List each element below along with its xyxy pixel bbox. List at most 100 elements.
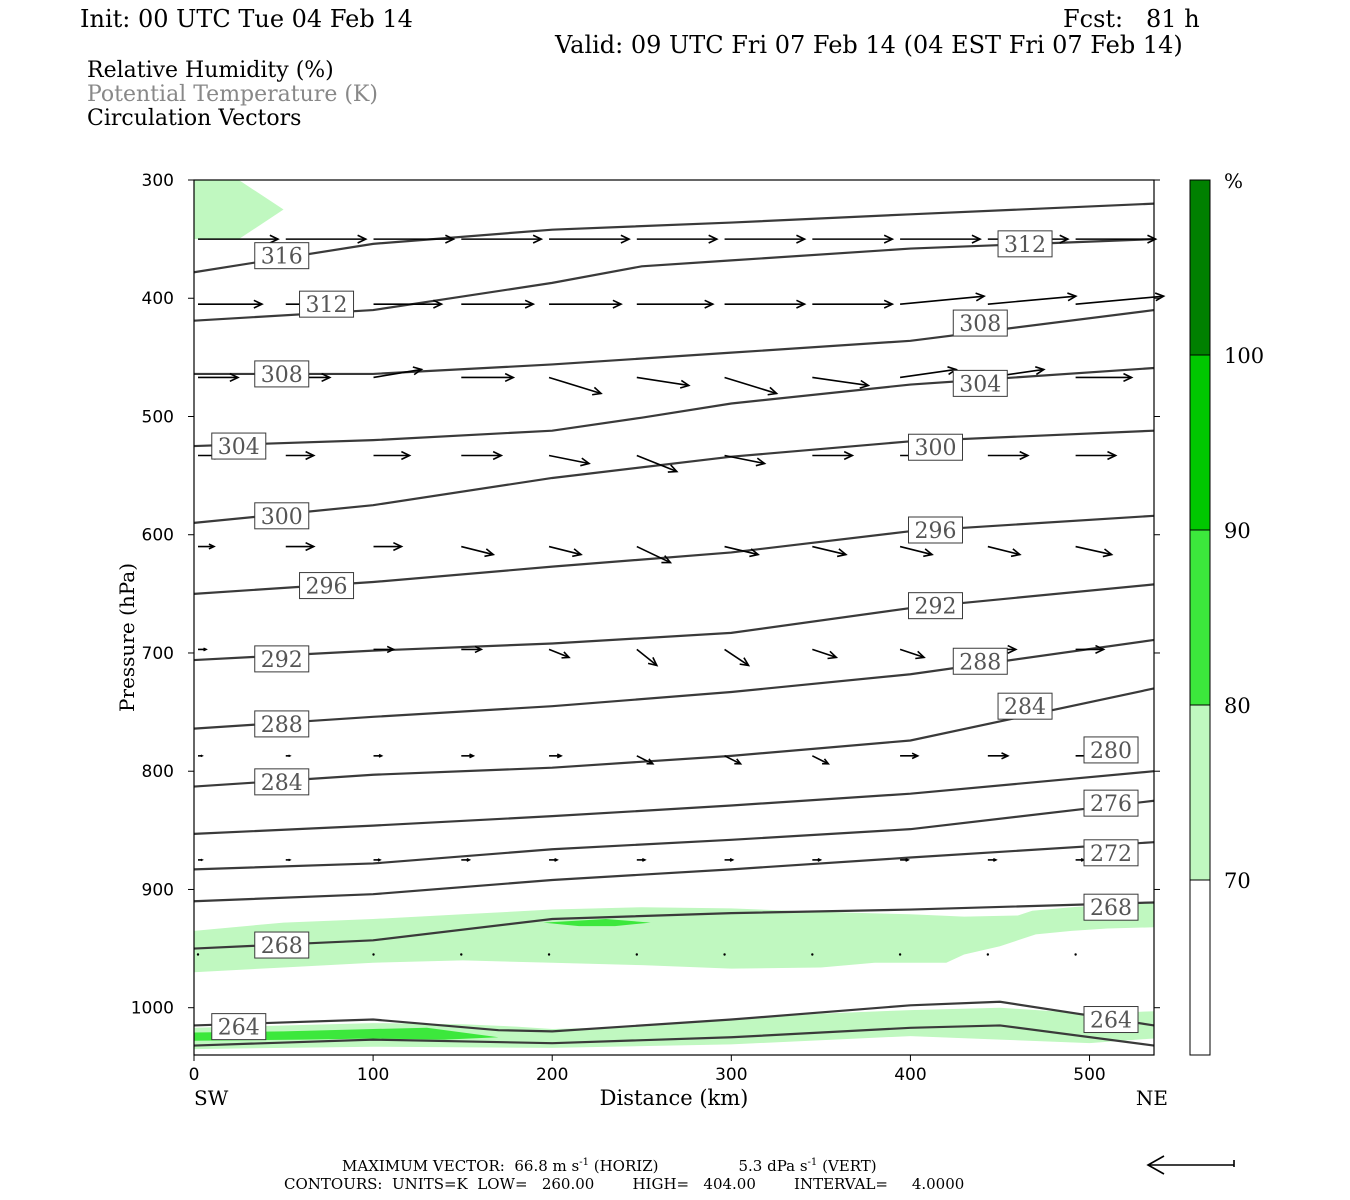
- vector-arrow-head: [305, 450, 316, 461]
- vector-arrow-head: [1107, 450, 1118, 461]
- vector-arrow-head: [767, 386, 779, 396]
- theta-label-box: [952, 369, 1008, 397]
- vector-arrow-head: [822, 758, 831, 765]
- vector-dot: [196, 953, 200, 956]
- theta-label-box: [1083, 893, 1139, 921]
- vector-arrow-head: [704, 299, 715, 309]
- vector-arrow-head: [1102, 548, 1114, 558]
- theta-label-box: [254, 242, 310, 270]
- forecast-hour: Fcst: 81 h: [1063, 5, 1200, 33]
- theta-label-268: 268: [1090, 896, 1132, 921]
- max-vector-horiz-text: MAXIMUM VECTOR: 66.8 m s: [342, 1157, 580, 1175]
- vector-arrow-head: [561, 651, 571, 659]
- theta-label-288: 288: [959, 650, 1001, 675]
- colorbar-segment-4: [1190, 880, 1210, 1055]
- y-tick-label: 900: [142, 880, 174, 900]
- rh-region-2: [543, 919, 651, 927]
- vector-arrow-head: [647, 657, 659, 667]
- vector-arrow-head: [641, 857, 647, 862]
- vector-arrow: [548, 454, 590, 465]
- theta-label-box: [997, 692, 1053, 720]
- vector-arrow-head: [377, 858, 382, 862]
- vector-dot: [986, 953, 990, 956]
- vector-arrow: [812, 545, 847, 556]
- theta-label-296: 296: [914, 519, 956, 544]
- vector-arrow-head: [1067, 292, 1078, 302]
- vector-arrow-head: [992, 857, 998, 862]
- vector-arrow-head: [208, 543, 216, 550]
- exp-1: -1: [579, 1157, 589, 1168]
- vector-arrow-head: [305, 541, 316, 552]
- colorbar-segment-1: [1190, 355, 1210, 530]
- vector-arrow-head: [905, 857, 910, 862]
- theta-label-312: 312: [1004, 233, 1046, 258]
- vector-arrow-head: [796, 299, 807, 309]
- vector-arrow-head: [288, 858, 292, 862]
- theta-label-280: 280: [1090, 739, 1132, 764]
- horiz-label: (HORIZ): [588, 1157, 659, 1175]
- vector-arrow-head: [1147, 234, 1158, 244]
- vector-arrow-head: [679, 379, 691, 389]
- theta-label-box: [254, 768, 310, 796]
- theta-label-312: 312: [306, 293, 348, 318]
- y-tick-label: 1000: [131, 999, 174, 1019]
- max-vector-note: MAXIMUM VECTOR: 66.8 m s-1 (HORIZ) 5.3 dP…: [342, 1158, 877, 1174]
- vector-arrow: [724, 545, 759, 556]
- vector-arrow: [1075, 545, 1112, 556]
- y-axis-label: Pressure (hPa): [115, 563, 139, 712]
- vector-arrow: [636, 648, 658, 667]
- vector-arrow-head: [269, 234, 280, 244]
- vector-arrow-head: [445, 234, 456, 244]
- theta-label-268: 268: [261, 934, 303, 959]
- theta-label-box: [952, 309, 1008, 337]
- vector-arrow-head: [401, 450, 412, 461]
- vector-arrow-head: [749, 548, 760, 558]
- vector-arrow: [811, 755, 829, 765]
- vector-arrow-head: [755, 457, 767, 467]
- vector-arrow: [724, 376, 777, 395]
- theta-label-box: [907, 433, 963, 461]
- colorbar-segment-0: [1190, 180, 1210, 355]
- vector-arrow-head: [1154, 292, 1166, 302]
- vector-arrow: [812, 376, 869, 387]
- theta-labels: 3163123123083083043043003002962962922922…: [211, 230, 1139, 1041]
- vector-arrow-head: [1059, 234, 1070, 244]
- theta-label-box: [211, 432, 267, 460]
- vert-label: (VERT): [817, 1157, 877, 1175]
- theta-label-box: [1083, 839, 1139, 867]
- theta-label-308: 308: [261, 363, 303, 388]
- rh-shading: [194, 180, 1154, 1050]
- vector-arrow: [636, 454, 678, 473]
- vector-arrow-head: [1123, 372, 1134, 383]
- theta-contour-300: [193, 429, 1155, 525]
- theta-label-box: [211, 1013, 267, 1041]
- field-theta: Potential Temperature (K): [87, 82, 378, 107]
- colorbar-label-90: 90: [1224, 519, 1251, 543]
- theta-label-box: [299, 572, 355, 600]
- vector-arrow-head: [556, 753, 563, 759]
- theta-label-box: [907, 592, 963, 620]
- rh-region-3: [194, 1007, 1154, 1050]
- theta-label-292: 292: [914, 595, 956, 620]
- vector-arrow: [899, 648, 925, 659]
- theta-label-300: 300: [914, 436, 956, 461]
- vector-arrow-head: [729, 857, 735, 862]
- reference-vector: [1146, 1155, 1235, 1175]
- vector-arrow-head: [229, 372, 240, 383]
- vector-arrow-head: [1001, 752, 1010, 760]
- theta-label-box: [254, 645, 310, 673]
- vector-arrow: [548, 376, 602, 395]
- vector-arrow-head: [572, 548, 583, 558]
- theta-label-308: 308: [959, 312, 1001, 337]
- vector-arrow-head: [203, 647, 208, 652]
- vector-arrow-head: [911, 752, 920, 760]
- colorbar-segment-3: [1190, 705, 1210, 880]
- rh-region-0: [194, 180, 284, 240]
- x-tick-label: 100: [357, 1065, 389, 1085]
- vector-arrow-head: [1010, 548, 1022, 558]
- contours-note: CONTOURS: UNITS=K LOW= 260.00 HIGH= 404.…: [284, 1175, 965, 1193]
- y-tick-label: 500: [142, 407, 174, 427]
- theta-label-box: [254, 360, 310, 388]
- vector-arrow: [724, 648, 750, 667]
- theta-contour-288: [193, 638, 1155, 730]
